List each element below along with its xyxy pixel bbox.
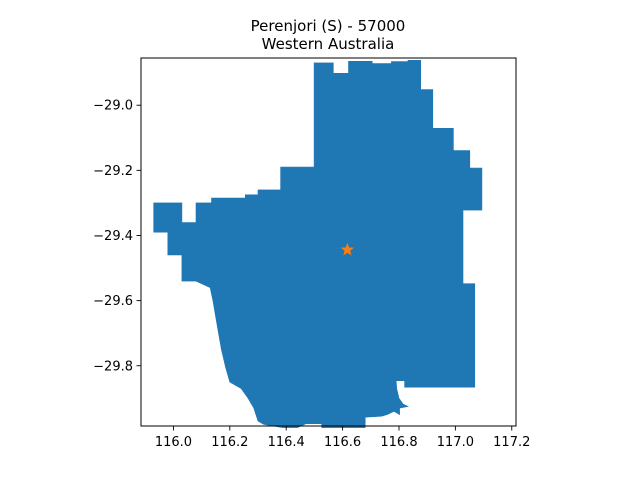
plot-area xyxy=(153,60,483,428)
axes-frame xyxy=(140,57,517,427)
x-tick-label: 117.0 xyxy=(437,435,474,450)
y-tick-label: −29.8 xyxy=(93,359,133,374)
x-tick-label: 116.8 xyxy=(380,435,417,450)
y-tick-label: −29.2 xyxy=(93,164,133,179)
x-tick-label: 116.6 xyxy=(324,435,361,450)
x-tick-label: 116.2 xyxy=(211,435,248,450)
y-tick-label: −29.4 xyxy=(93,229,133,244)
y-tick-label: −29.0 xyxy=(93,99,133,114)
y-tick-label: −29.6 xyxy=(93,294,133,309)
x-axis: 116.0 116.2 116.4 116.6 116.8 117.0 117.2 xyxy=(155,426,530,450)
x-tick-label: 117.2 xyxy=(493,435,530,450)
figure-title-line2: Western Australia xyxy=(262,35,395,53)
x-tick-label: 116.4 xyxy=(268,435,305,450)
centroid-star-marker xyxy=(340,242,355,256)
x-tick-label: 116.0 xyxy=(155,435,192,450)
figure-title-line1: Perenjori (S) - 57000 xyxy=(251,17,406,35)
y-axis: −29.0 −29.2 −29.4 −29.6 −29.8 xyxy=(93,99,141,374)
region-polygon xyxy=(153,60,483,428)
